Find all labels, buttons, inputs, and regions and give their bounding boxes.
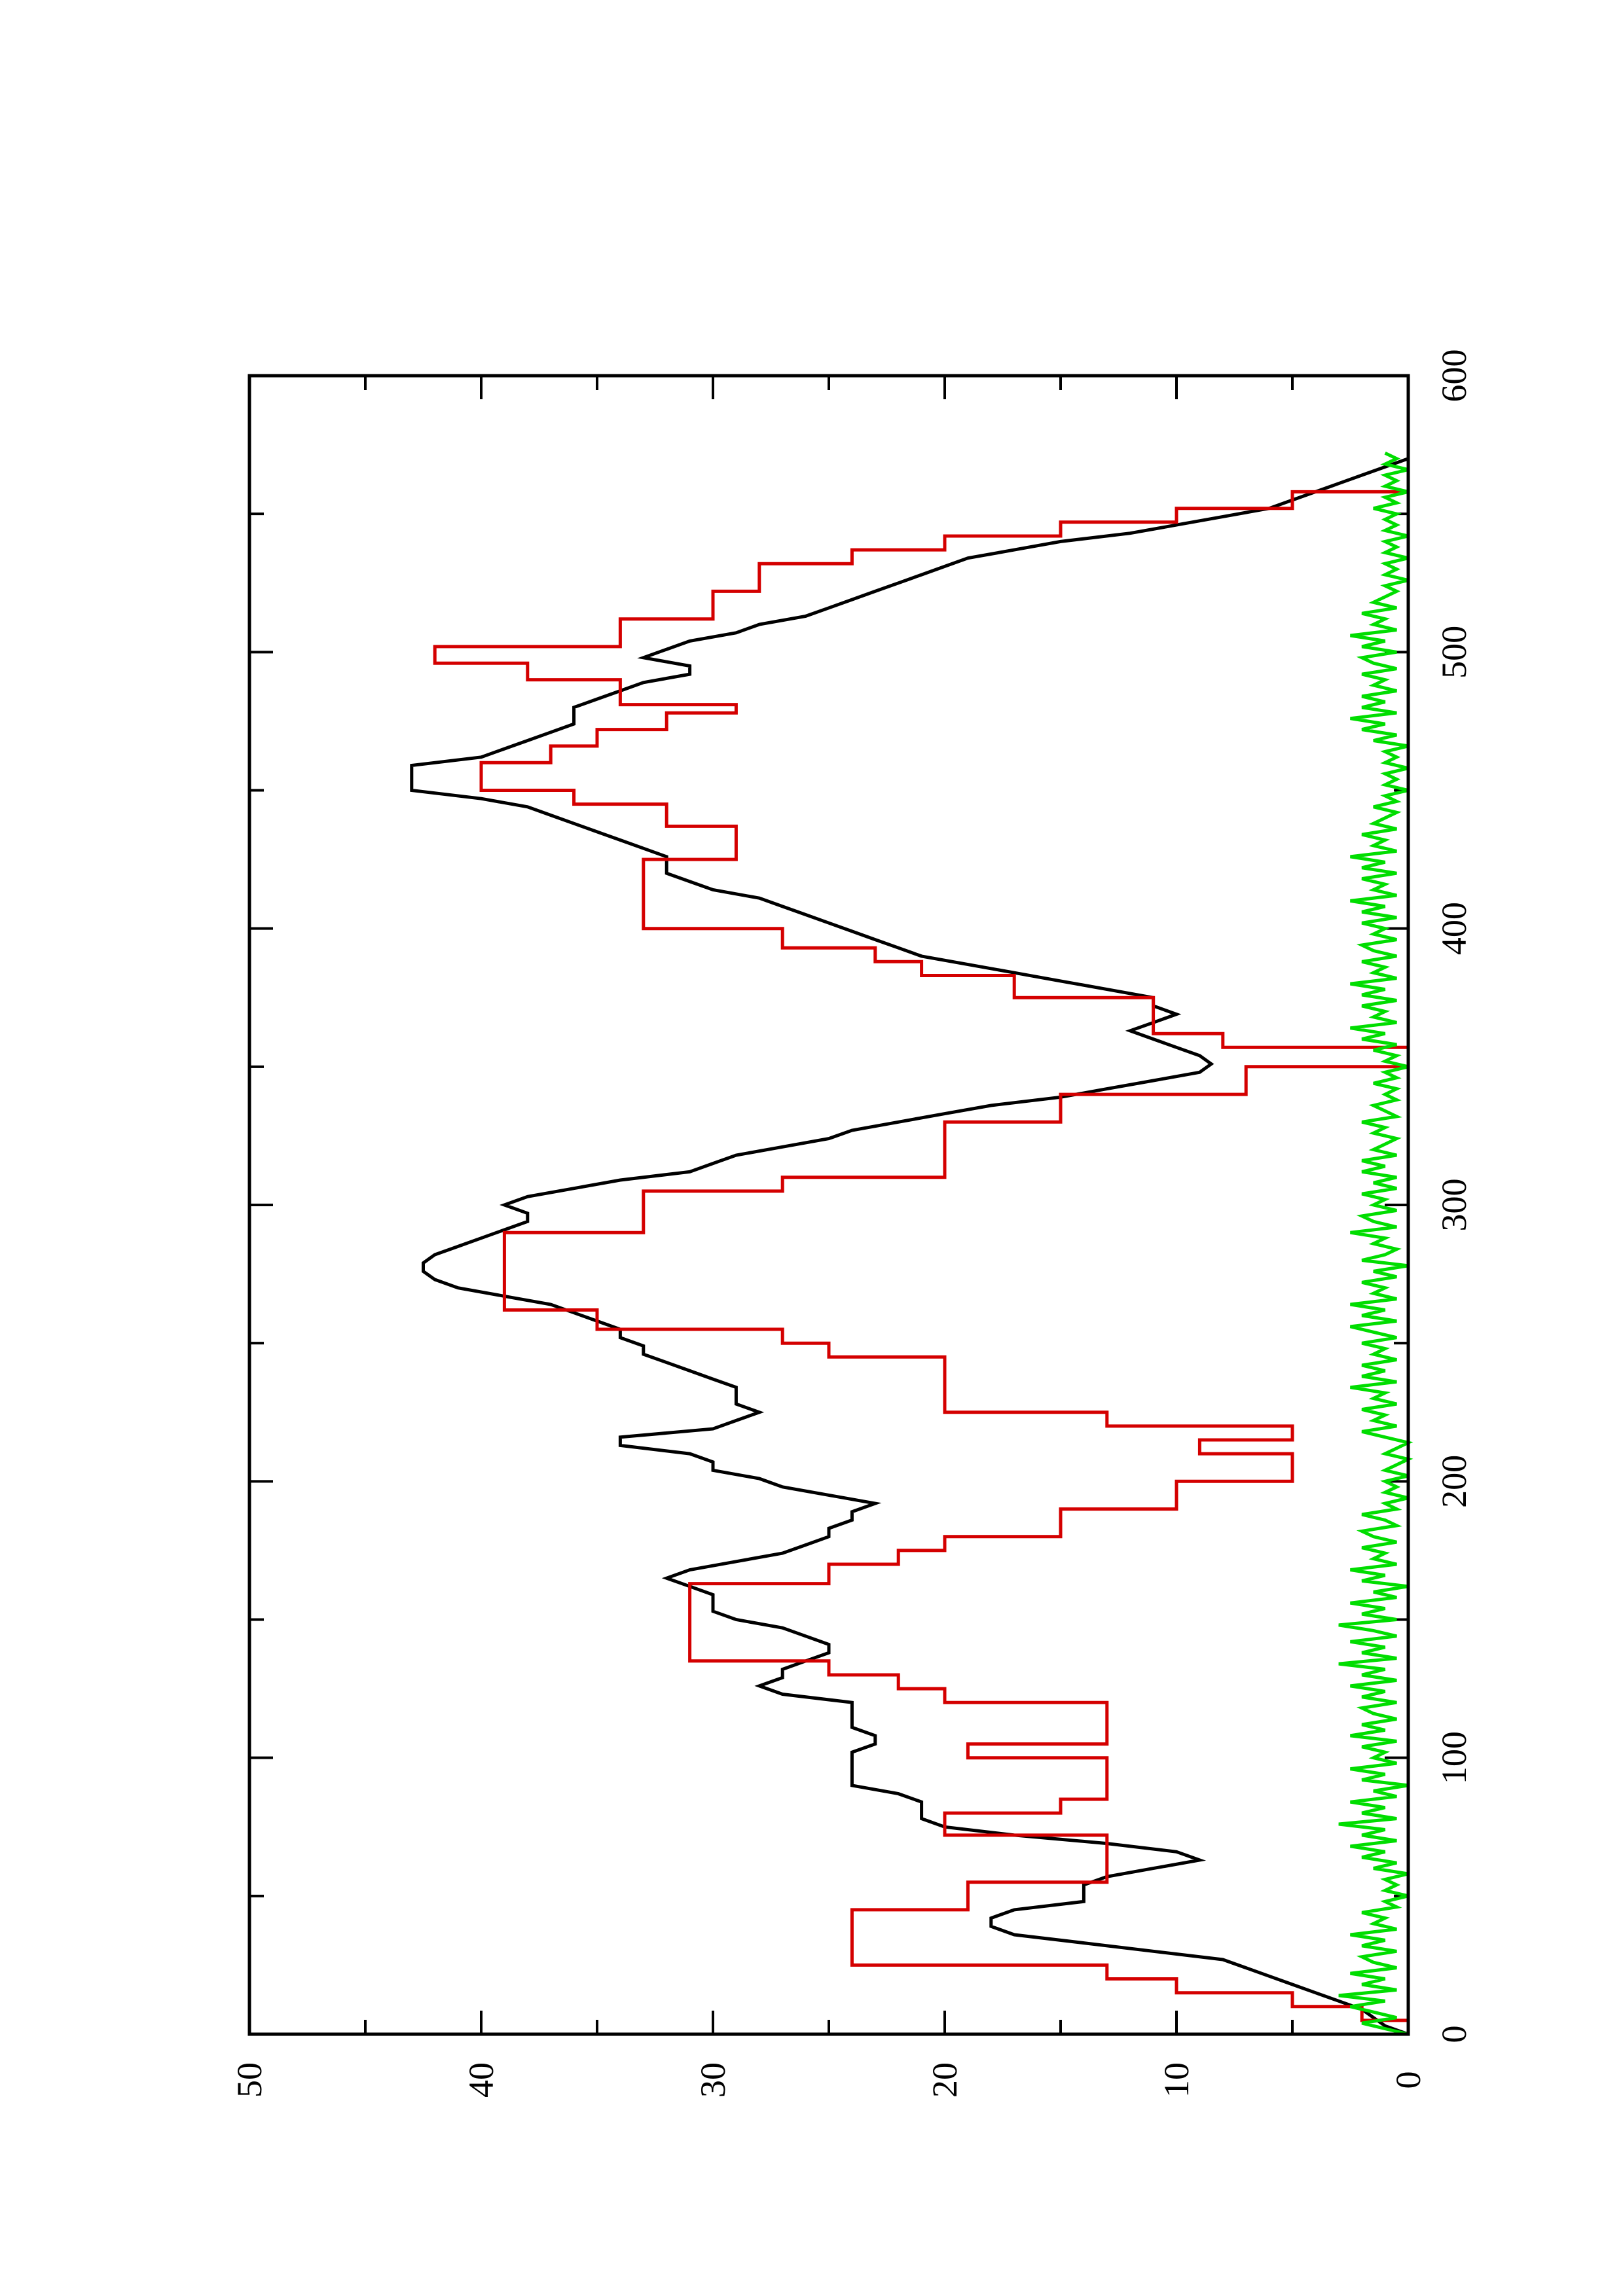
series-green-line [1338,452,1413,2036]
x-tick-label: 200 [1434,1455,1474,1508]
series-black-line [410,457,1409,2036]
x-tick-label: 0 [1434,2026,1474,2043]
y-tick-label: 40 [462,2062,501,2098]
y-tick-label: 50 [230,2062,269,2098]
x-tick-label: 400 [1434,902,1474,955]
series [410,452,1413,2036]
y-tick-label: 0 [1389,2072,1428,2089]
series-red-step [433,490,1410,2026]
tick-labels: 0 100 200 300 400 500 600 0 10 20 30 40 50 [230,350,1474,2098]
x-tick-label: 600 [1434,350,1474,403]
x-tick-label: 100 [1434,1731,1474,1784]
y-tick-label: 10 [1157,2062,1196,2098]
y-tick-label: 30 [693,2062,733,2098]
y-tick-label: 20 [925,2062,964,2098]
plot-frame [247,374,1410,2036]
x-tick-label: 500 [1434,626,1474,679]
x-tick-label: 300 [1434,1179,1474,1232]
